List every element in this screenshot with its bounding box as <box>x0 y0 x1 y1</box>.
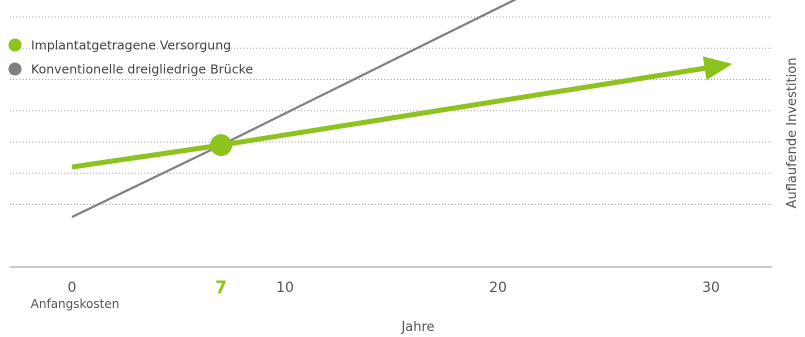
series-line-1 <box>71 0 517 218</box>
x-axis-label: Jahre <box>400 320 434 335</box>
legend-swatch-1 <box>8 62 22 76</box>
legend-label-1: Konventionelle dreigliedrige Brücke <box>31 62 253 77</box>
x-tick-labels: 0 7 10 20 30 <box>68 278 720 298</box>
series-layer <box>71 0 733 218</box>
x-tick-label-4: 30 <box>702 280 720 296</box>
x-tick-label-3: 20 <box>489 280 507 296</box>
gridlines <box>10 16 772 205</box>
x-tick-sublabel: Anfangskosten <box>31 297 120 311</box>
y-axis-label: Auflaufende Investition <box>785 58 800 209</box>
legend: Implantatgetragene Versorgung Konventione… <box>8 38 253 77</box>
series-line-0 <box>71 65 710 170</box>
x-tick-label-2: 10 <box>276 280 294 296</box>
legend-swatch-0 <box>8 38 22 52</box>
x-tick-label-0: 0 <box>68 280 77 296</box>
intersection-marker <box>210 134 233 157</box>
series-arrowhead-0 <box>702 56 733 81</box>
legend-label-0: Implantatgetragene Versorgung <box>31 38 231 53</box>
x-tick-label-1: 7 <box>215 278 227 298</box>
